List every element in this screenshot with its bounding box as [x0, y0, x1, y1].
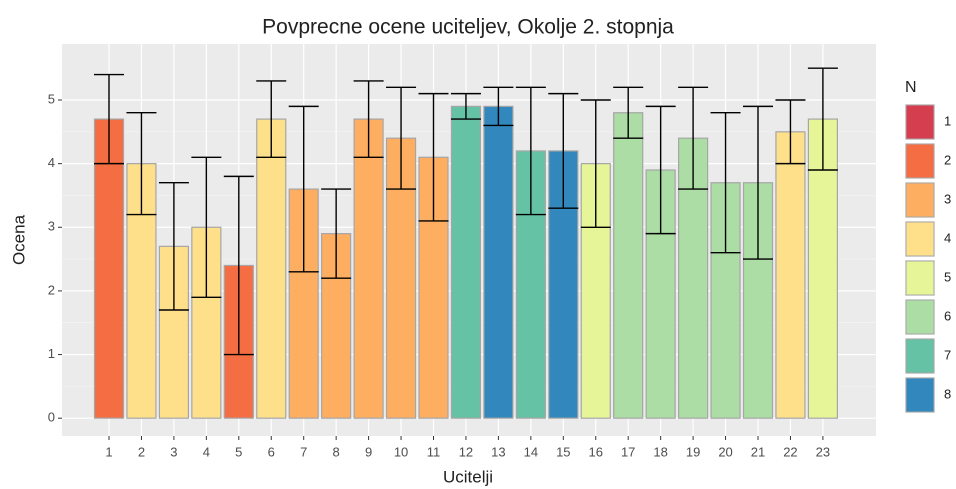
bar [613, 112, 644, 419]
x-tick-label: 22 [783, 444, 797, 459]
error-bar [580, 99, 611, 228]
x-tick-label: 20 [718, 444, 732, 459]
error-bar [450, 92, 481, 120]
error-bar [223, 175, 254, 356]
error-bar [678, 86, 709, 190]
x-tick-label: 15 [556, 444, 570, 459]
y-tick-label: 4 [48, 155, 55, 170]
legend-swatch [905, 221, 935, 257]
error-bar [353, 80, 384, 158]
bar [450, 105, 482, 419]
error-bar [321, 188, 352, 279]
x-tick-label: 4 [203, 444, 210, 459]
y-tick-label: 1 [48, 346, 55, 361]
legend-label: 4 [944, 230, 951, 245]
error-bar [645, 105, 676, 235]
error-bar [743, 105, 773, 260]
y-tick-label: 5 [48, 91, 55, 106]
error-bar [613, 86, 644, 139]
legend-label: 6 [944, 308, 951, 323]
legend-swatch [905, 260, 935, 296]
y-tick-label: 2 [48, 282, 55, 297]
x-tick-label: 12 [459, 444, 473, 459]
error-bar [483, 86, 514, 127]
error-bar [548, 92, 579, 209]
legend-swatch [905, 104, 935, 140]
x-axis-label: Ucitelji [443, 467, 493, 486]
x-tick-label: 18 [653, 444, 667, 459]
error-bar [191, 156, 222, 298]
x-tick-label: 17 [621, 444, 635, 459]
legend-label: 5 [944, 269, 951, 284]
x-tick-label: 10 [394, 444, 408, 459]
legend-swatch [905, 338, 935, 374]
y-axis-label: Ocena [9, 214, 28, 265]
legend-label: 2 [944, 152, 951, 167]
x-tick-label: 11 [427, 444, 441, 459]
x-tick-label: 7 [300, 444, 307, 459]
x-tick-label: 19 [686, 444, 700, 459]
x-tick-label: 6 [268, 444, 275, 459]
legend-swatch [905, 377, 935, 413]
legend-swatch [905, 143, 935, 179]
error-bar [418, 92, 449, 222]
bar [93, 118, 125, 419]
x-tick-label: 23 [816, 444, 830, 459]
y-tick-label: 3 [48, 219, 55, 234]
x-tick-label: 9 [365, 444, 372, 459]
bar [483, 105, 514, 419]
error-bar [288, 105, 319, 273]
legend-swatch [905, 182, 935, 218]
error-bar [126, 112, 157, 216]
x-tick-label: 2 [138, 444, 145, 459]
error-bar [386, 86, 417, 190]
x-tick-label: 5 [235, 444, 242, 459]
legend-title: N [905, 79, 917, 96]
x-tick-label: 8 [333, 444, 340, 459]
x-tick-label: 13 [491, 444, 505, 459]
error-bar [515, 86, 546, 216]
error-bar [775, 99, 806, 165]
x-tick-label: 21 [751, 444, 765, 459]
bar [775, 131, 806, 419]
chart-title: Povprecne ocene uciteljev, Okolje 2. sto… [262, 16, 674, 39]
error-bar [710, 112, 741, 254]
bar [353, 118, 384, 419]
error-bar [256, 80, 287, 158]
legend-label: 7 [944, 347, 951, 362]
legend-label: 1 [944, 113, 951, 128]
legend-label: 8 [944, 386, 951, 401]
legend-swatch [905, 299, 935, 335]
error-bar [807, 67, 838, 171]
x-tick-label: 1 [105, 444, 112, 459]
bar [256, 118, 287, 419]
error-bar [158, 182, 189, 311]
x-tick-label: 3 [170, 444, 177, 459]
x-tick-label: 14 [524, 444, 538, 459]
y-tick-label: 0 [48, 410, 55, 425]
legend-label: 3 [944, 191, 951, 206]
x-tick-label: 16 [589, 444, 603, 459]
error-bar [94, 73, 124, 165]
